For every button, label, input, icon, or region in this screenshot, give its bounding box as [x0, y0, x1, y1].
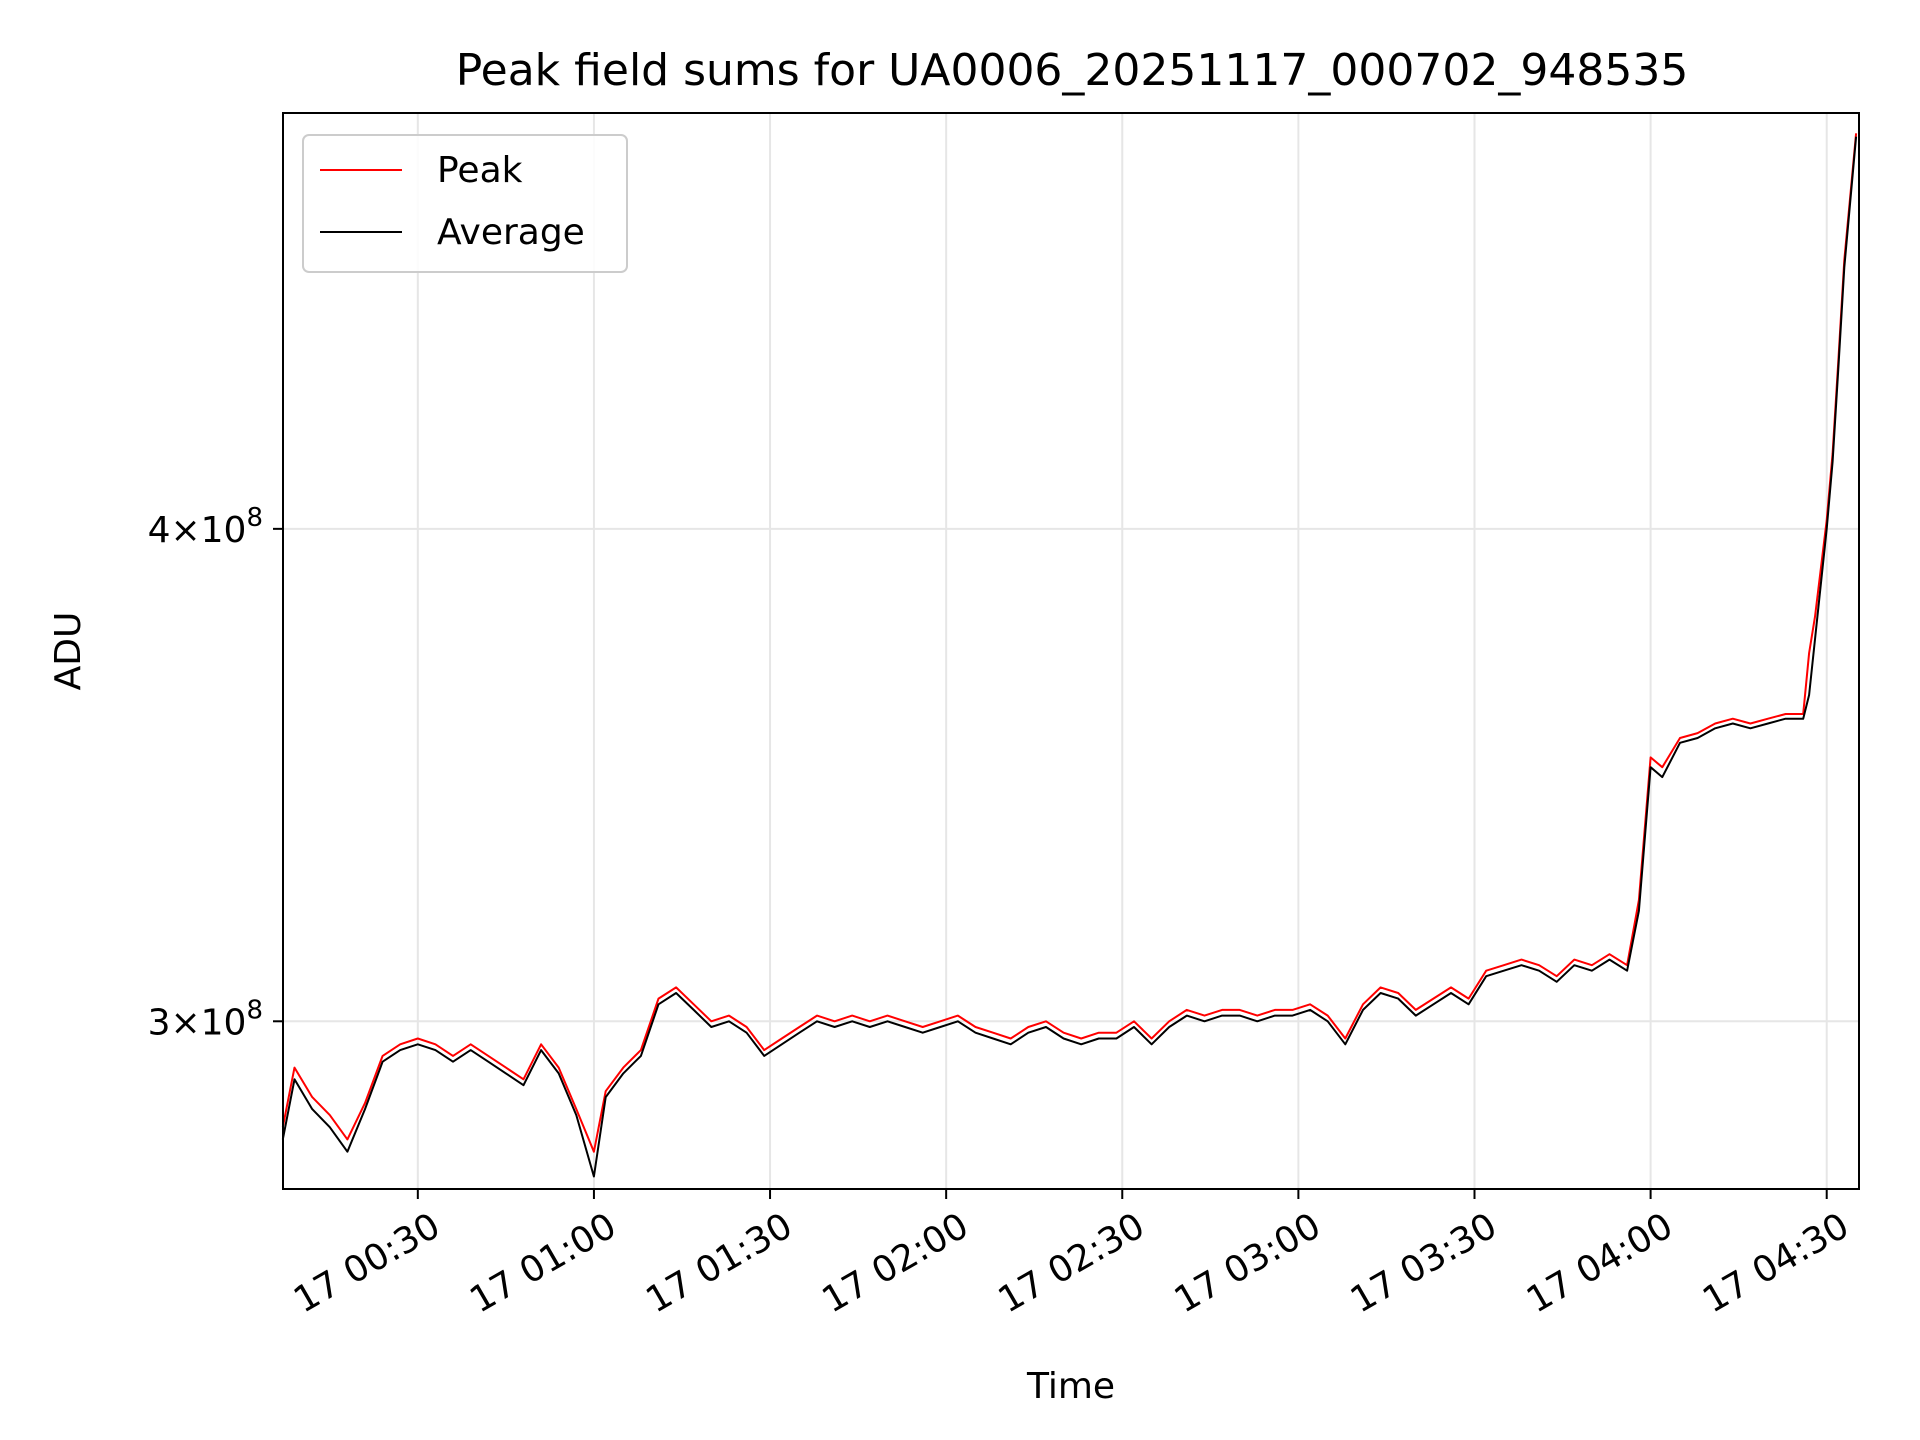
series-layer [281, 133, 1858, 1178]
plot-frame [282, 112, 1860, 1190]
y-tick-mantissa: 4 [148, 510, 171, 551]
y-tick-times: ×10 [170, 1002, 246, 1043]
grid-lines [283, 113, 1859, 1189]
series-line-average [281, 136, 1858, 1178]
y-tick-exponent: 8 [246, 503, 263, 533]
y-tick-label: 3×108 [148, 995, 263, 1043]
x-axis-label: Time [1026, 1366, 1115, 1407]
chart-title: Peak field sums for UA0006_20251117_0007… [456, 45, 1689, 96]
legend-label-average: Average [437, 212, 585, 253]
y-tick-exponent: 8 [246, 995, 263, 1025]
legend-label-peak: Peak [437, 150, 523, 191]
y-tick-mantissa: 3 [148, 1002, 171, 1043]
legend: Peak Average [302, 134, 628, 273]
y-tick-label: 4×108 [148, 503, 263, 551]
y-axis-label: ADU [48, 612, 89, 691]
series-line-peak [281, 133, 1858, 1153]
y-tick-times: ×10 [170, 510, 246, 551]
